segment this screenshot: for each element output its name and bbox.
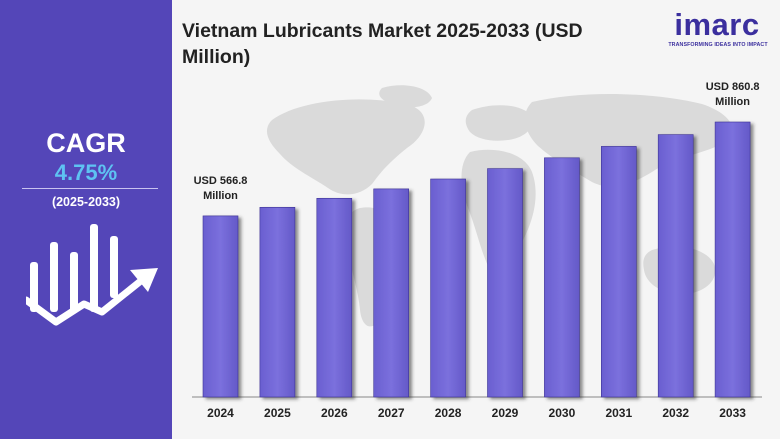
x-tick-label-2033: 2033 (719, 406, 746, 420)
x-tick-label-2024: 2024 (207, 406, 234, 420)
x-tick-label-2030: 2030 (549, 406, 576, 420)
data-label-2024-line1: USD 566.8 (194, 175, 248, 187)
x-tick-label-2031: 2031 (605, 406, 632, 420)
bar-2029 (487, 168, 523, 398)
x-tick-label-2025: 2025 (264, 406, 291, 420)
data-label-2033-line1: USD 860.8 (706, 81, 760, 93)
bar-2033 (714, 121, 751, 398)
bar-chart: 2024 2025 2026 2027 2028 2029 2030 2031 2032 2033… (192, 81, 762, 420)
bar-2025 (259, 207, 296, 398)
bar-2027 (373, 188, 409, 398)
x-tick-label-2026: 2026 (321, 406, 348, 420)
chart-title: Vietnam Lubricants Market 2025-2033 (USD… (182, 20, 583, 68)
imarc-logo: imarc TRANSFORMING IDEAS INTO IMPACT (662, 8, 774, 54)
logo-wordmark: imarc (674, 7, 760, 42)
bar-2026 (316, 198, 353, 398)
x-tick-label-2027: 2027 (378, 406, 405, 420)
logo-tagline: TRANSFORMING IDEAS INTO IMPACT (668, 42, 768, 48)
x-tick-label-2029: 2029 (492, 406, 519, 420)
growth-chart-arrow-icon (26, 224, 158, 326)
bar-2028 (430, 178, 466, 398)
data-label-2024-line2: Million (203, 190, 238, 202)
bar-2031 (600, 146, 637, 398)
data-label-2033-line2: Million (715, 96, 750, 108)
cagr-divider (22, 188, 158, 189)
cagr-value: 4.75% (54, 160, 118, 185)
cagr-period: (2025-2033) (51, 195, 121, 209)
cagr-panel: CAGR 4.75% (2025-2033) (0, 0, 172, 439)
x-tick-label-2028: 2028 (435, 406, 462, 420)
chart-area: Vietnam Lubricants Market 2025-2033 (USD… (172, 0, 780, 439)
cagr-label: CAGR (46, 128, 126, 158)
bar-2030 (544, 157, 580, 398)
x-tick-label-2032: 2032 (662, 406, 689, 420)
bar-2032 (657, 134, 694, 398)
bar-2024 (202, 215, 239, 398)
